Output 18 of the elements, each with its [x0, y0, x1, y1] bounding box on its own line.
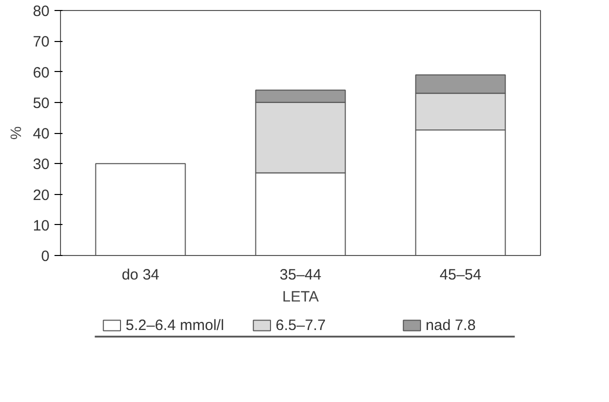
y-tick-label: 20 — [32, 186, 50, 204]
y-tick-label: 70 — [32, 34, 50, 51]
x-tick-label: 35–44 — [280, 266, 322, 284]
y-tick-label: 10 — [32, 217, 50, 234]
legend-label: 6.5–7.7 — [276, 317, 326, 334]
x-tick-label: do 34 — [122, 266, 160, 284]
x-axis-title: LETA — [282, 288, 319, 306]
bar — [95, 163, 186, 256]
y-axis-title: % — [8, 126, 25, 140]
legend-label: 5.2–6.4 mmol/l — [126, 317, 224, 334]
y-tick-label: 40 — [32, 126, 50, 142]
y-tick-label: 30 — [32, 156, 50, 174]
y-tick-label: 0 — [41, 248, 50, 265]
y-tick-label: 50 — [32, 94, 50, 112]
y-tick-label: 80 — [32, 3, 50, 20]
y-tick-label: 60 — [32, 64, 50, 82]
x-tick-label: 45–54 — [440, 266, 482, 284]
legend-label: nad 7.8 — [426, 317, 476, 334]
